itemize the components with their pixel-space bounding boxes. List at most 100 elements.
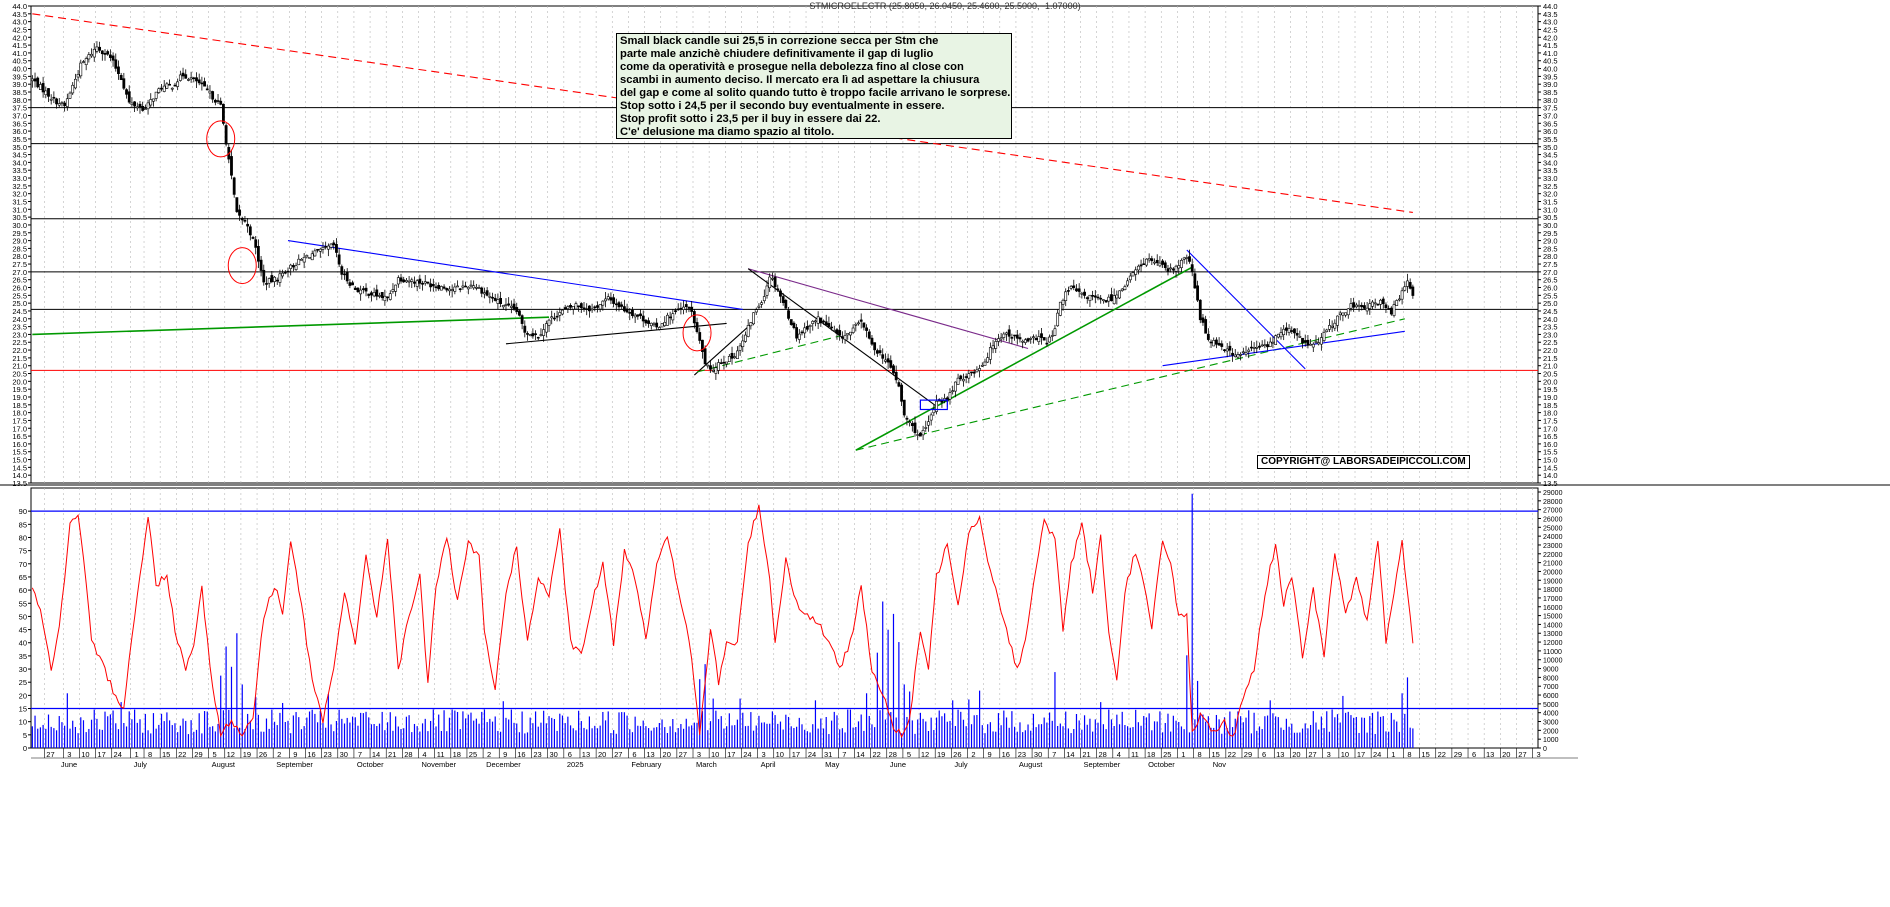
price-candle: [82, 59, 85, 64]
candle-body: [1266, 344, 1269, 348]
price-tick-label: 29.0: [12, 237, 27, 246]
candle-body: [797, 333, 801, 340]
candle-body: [787, 310, 790, 319]
candle-body: [291, 265, 295, 268]
price-candle: [666, 312, 669, 326]
candle-body: [1311, 343, 1315, 348]
price-candle: [146, 99, 150, 115]
candle-body: [267, 278, 271, 284]
price-tick-label: 18.5: [12, 401, 27, 410]
price-candle: [948, 388, 952, 405]
candle-body: [1077, 288, 1081, 292]
price-tick-label: 14.0: [1543, 471, 1558, 480]
candle-body: [1395, 300, 1399, 306]
candle-body: [87, 54, 91, 60]
x-day-label: 14: [1066, 750, 1074, 759]
price-candle: [846, 332, 850, 340]
candle-body: [1056, 312, 1060, 327]
candle-body: [294, 265, 298, 270]
x-month-label: April: [761, 760, 776, 769]
price-candle: [929, 412, 933, 426]
candle-body: [1287, 328, 1291, 333]
candle-body: [1225, 348, 1229, 352]
price-candle: [827, 316, 831, 329]
price-candle: [391, 283, 395, 294]
candle-body: [636, 314, 640, 317]
price-candle: [927, 415, 930, 432]
candle-body: [388, 293, 392, 300]
candle-body: [1276, 333, 1280, 338]
price-candle: [1301, 337, 1304, 349]
candle-body: [900, 384, 903, 402]
price-candle: [1123, 284, 1127, 291]
candle-body: [1301, 337, 1304, 344]
candle-body: [1193, 273, 1197, 289]
price-candle: [415, 279, 419, 292]
candle-body: [1217, 342, 1221, 346]
price-tick-label: 44.0: [12, 2, 27, 11]
candle-body: [1101, 299, 1105, 302]
price-candle: [1287, 324, 1291, 336]
price-candle: [851, 324, 855, 335]
price-candle: [706, 364, 710, 369]
candle-body: [649, 322, 653, 327]
price-candle: [1069, 284, 1073, 291]
price-candle: [168, 79, 171, 86]
candle-body: [170, 87, 174, 90]
candle-body: [601, 300, 605, 306]
price-tick-label: 42.0: [1543, 33, 1558, 42]
price-candle: [663, 316, 667, 327]
price-candle: [254, 236, 258, 255]
candle-body: [671, 313, 675, 321]
candle-body: [399, 277, 403, 282]
price-candle: [830, 321, 833, 331]
candle-body: [469, 284, 473, 287]
price-candle: [849, 331, 852, 341]
price-candle: [141, 101, 145, 112]
candle-body: [1128, 275, 1132, 281]
price-candle: [975, 366, 979, 373]
candle-body: [74, 78, 77, 89]
candle-body: [994, 341, 998, 349]
price-candle: [380, 292, 384, 301]
price-candle: [1053, 324, 1057, 337]
price-candle: [122, 72, 126, 90]
annotation-box: Small black candle sui 25,5 in correzion…: [616, 33, 1012, 139]
candle-body: [1328, 325, 1331, 330]
candle-body: [1177, 265, 1181, 269]
candle-body: [445, 288, 449, 291]
price-candle: [39, 81, 42, 90]
price-candle: [986, 352, 990, 363]
candle-body: [1319, 337, 1323, 345]
volume-tick-label: 2000: [1543, 728, 1559, 735]
price-candle: [418, 274, 422, 290]
price-candle: [1026, 337, 1030, 343]
candle-body: [1134, 269, 1138, 275]
price-candle: [1193, 268, 1197, 289]
candle-body: [905, 417, 909, 420]
candle-body: [910, 423, 914, 426]
price-candle: [1314, 335, 1318, 344]
price-candle: [905, 415, 909, 426]
candle-body: [725, 361, 729, 365]
candle-body: [480, 287, 484, 294]
candle-body: [332, 242, 336, 246]
volume-tick-label: 24000: [1543, 534, 1563, 541]
price-tick-label: 20.5: [12, 370, 27, 379]
price-candle: [558, 307, 562, 322]
price-candle: [805, 320, 809, 332]
candle-body: [162, 85, 166, 92]
price-candle: [544, 320, 548, 338]
candle-body: [262, 269, 266, 283]
x-day-label: 13: [582, 750, 590, 759]
trend-line: [505, 322, 727, 345]
price-tick-label: 30.0: [12, 221, 27, 230]
x-day-label: 23: [1018, 750, 1026, 759]
price-candle: [240, 216, 244, 225]
x-day-label: 9: [988, 750, 992, 759]
price-candle: [87, 52, 91, 63]
candle-body: [361, 288, 365, 290]
candle-body: [814, 320, 817, 323]
price-candle: [394, 284, 398, 297]
candle-body: [1325, 329, 1329, 333]
